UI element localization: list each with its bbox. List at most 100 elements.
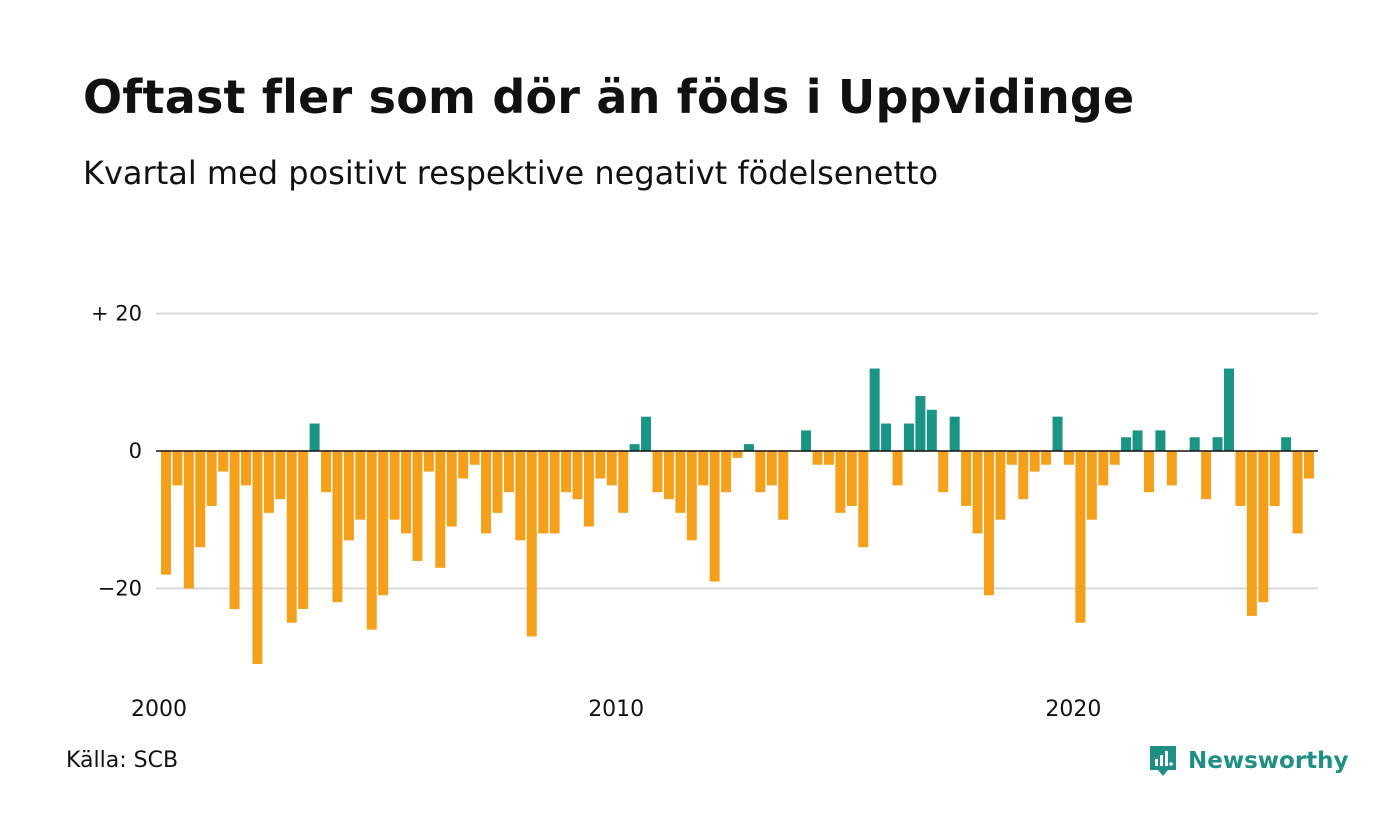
bar: 2019 Q4: -2 — [1063, 451, 1074, 465]
chart-subtitle: Kvartal med positivt respektive negativt… — [83, 154, 939, 192]
bar: 2023 Q4: -24 — [1246, 451, 1257, 616]
bar: 2006 Q2: -11 — [446, 451, 457, 527]
grid-layer — [156, 312, 1318, 590]
bar-chart: 2000 Q1: -182000 Q2: -52000 Q3: -202000 … — [91, 302, 1318, 722]
bar: 2009 Q2: -11 — [583, 451, 594, 527]
bar: 2014 Q2: -2 — [812, 451, 823, 465]
bar: 2002 Q1: -31 — [252, 451, 263, 664]
bar: 2016 Q4: 6 — [926, 409, 937, 451]
bar: 2018 Q2: -10 — [995, 451, 1006, 520]
bar: 2015 Q2: -14 — [858, 451, 869, 548]
bar: 2007 Q2: -9 — [492, 451, 503, 513]
bar: 2007 Q4: -13 — [515, 451, 526, 541]
bar: 2002 Q4: -25 — [286, 451, 297, 623]
bar: 2020 Q1: -25 — [1075, 451, 1086, 623]
bar: 2024 Q3: 2 — [1281, 437, 1292, 451]
bar: 2004 Q3: -26 — [366, 451, 377, 630]
bar: 2017 Q2: 5 — [949, 416, 960, 451]
bar: 2001 Q4: -5 — [241, 451, 252, 486]
bar: 2022 Q3: 2 — [1189, 437, 1200, 451]
bar: 2015 Q3: 12 — [869, 368, 880, 451]
bar: 2011 Q1: -7 — [663, 451, 674, 500]
chart-title: Oftast fler som dör än föds i Uppvidinge — [83, 70, 1135, 124]
bar: 2000 Q1: -18 — [161, 451, 171, 575]
bar: 2008 Q1: -27 — [526, 451, 537, 637]
bar: 2017 Q1: -6 — [938, 451, 949, 493]
bar: 2023 Q2: 12 — [1223, 368, 1234, 451]
bar: 2009 Q4: -5 — [606, 451, 617, 486]
bar: 2016 Q1: -5 — [892, 451, 903, 486]
bar: 2006 Q3: -4 — [458, 451, 469, 479]
bar: 2014 Q3: -2 — [823, 451, 834, 465]
bar: 2022 Q4: -7 — [1201, 451, 1212, 500]
bar: 2005 Q2: -12 — [401, 451, 412, 534]
bar: 2009 Q3: -4 — [595, 451, 606, 479]
bar: 2015 Q4: 4 — [881, 423, 892, 451]
bar: 2012 Q3: -1 — [732, 451, 743, 458]
bar: 2005 Q1: -10 — [389, 451, 400, 520]
bar: 2015 Q1: -8 — [846, 451, 857, 506]
y-tick-label: + 20 — [91, 302, 142, 326]
bar: 2010 Q4: -6 — [652, 451, 663, 493]
bar: 2016 Q3: 8 — [915, 396, 926, 451]
bar: 2009 Q1: -7 — [572, 451, 583, 500]
bar: 2010 Q2: 1 — [629, 444, 640, 451]
bar: 2019 Q3: 5 — [1052, 416, 1063, 451]
bar: 2008 Q3: -12 — [549, 451, 560, 534]
brand-logo[interactable]: Newsworthy — [1148, 744, 1349, 778]
bar: 2018 Q1: -21 — [983, 451, 994, 596]
bar: 2021 Q3: -6 — [1143, 451, 1154, 493]
bar: 2023 Q1: 2 — [1212, 437, 1223, 451]
bar: 2006 Q4: -2 — [469, 451, 480, 465]
bar: 2001 Q3: -23 — [229, 451, 240, 610]
bar: 2010 Q3: 5 — [641, 416, 652, 451]
bar: 2023 Q3: -8 — [1235, 451, 1246, 506]
bar: 2020 Q2: -10 — [1086, 451, 1097, 520]
bar: 2013 Q1: -6 — [755, 451, 766, 493]
bar: 2003 Q4: -22 — [332, 451, 343, 603]
bar: 2000 Q4: -14 — [195, 451, 206, 548]
bar: 2024 Q1: -22 — [1258, 451, 1269, 603]
x-tick-label: 2010 — [588, 697, 644, 722]
bar: 2016 Q2: 4 — [903, 423, 914, 451]
bar: 2004 Q1: -13 — [343, 451, 354, 541]
bar: 2018 Q4: -7 — [1018, 451, 1029, 500]
bar: 2011 Q3: -13 — [686, 451, 697, 541]
bar: 2021 Q1: 2 — [1121, 437, 1132, 451]
newsworthy-logo-icon — [1150, 746, 1176, 776]
bar: 2012 Q2: -6 — [721, 451, 732, 493]
bar: 2005 Q3: -16 — [412, 451, 423, 561]
bar: 2007 Q3: -6 — [503, 451, 514, 493]
bars-layer: 2000 Q1: -182000 Q2: -52000 Q3: -202000 … — [161, 368, 1314, 664]
bar: 2000 Q3: -20 — [183, 451, 194, 589]
bar: 2004 Q4: -21 — [378, 451, 389, 596]
bar: 2004 Q2: -10 — [355, 451, 366, 520]
bar: 2021 Q2: 3 — [1132, 430, 1143, 451]
bar: 2014 Q4: -9 — [835, 451, 846, 513]
axis-layer: + 20 0 −20 2000 2010 2020 — [91, 302, 1318, 722]
bar: 2002 Q2: -9 — [263, 451, 274, 513]
bar: 2021 Q4: 3 — [1155, 430, 1166, 451]
bar: 2001 Q2: -3 — [218, 451, 229, 472]
bar: 2002 Q3: -7 — [275, 451, 286, 500]
bar: 2017 Q4: -12 — [972, 451, 983, 534]
source-label: Källa: SCB — [66, 748, 179, 773]
y-tick-label: 0 — [129, 439, 142, 463]
y-tick-label: −20 — [98, 576, 142, 600]
bar: 2012 Q4: 1 — [743, 444, 754, 451]
bar: 2014 Q1: 3 — [801, 430, 812, 451]
x-tick-label: 2020 — [1045, 697, 1101, 722]
bar: 2006 Q1: -17 — [435, 451, 446, 568]
bar: 2012 Q1: -19 — [709, 451, 720, 582]
bar: 2003 Q3: -6 — [321, 451, 332, 493]
bar: 2025 Q1: -4 — [1304, 451, 1314, 479]
bar: 2022 Q1: -5 — [1166, 451, 1177, 486]
bar: 2000 Q2: -5 — [172, 451, 183, 486]
bar: 2013 Q3: -10 — [778, 451, 789, 520]
bar: 2019 Q1: -3 — [1029, 451, 1040, 472]
bar: 2024 Q2: -8 — [1269, 451, 1280, 506]
bar: 2005 Q4: -3 — [423, 451, 434, 472]
bar: 2024 Q4: -12 — [1292, 451, 1303, 534]
bar: 2019 Q2: -2 — [1041, 451, 1052, 465]
bar: 2010 Q1: -9 — [618, 451, 629, 513]
